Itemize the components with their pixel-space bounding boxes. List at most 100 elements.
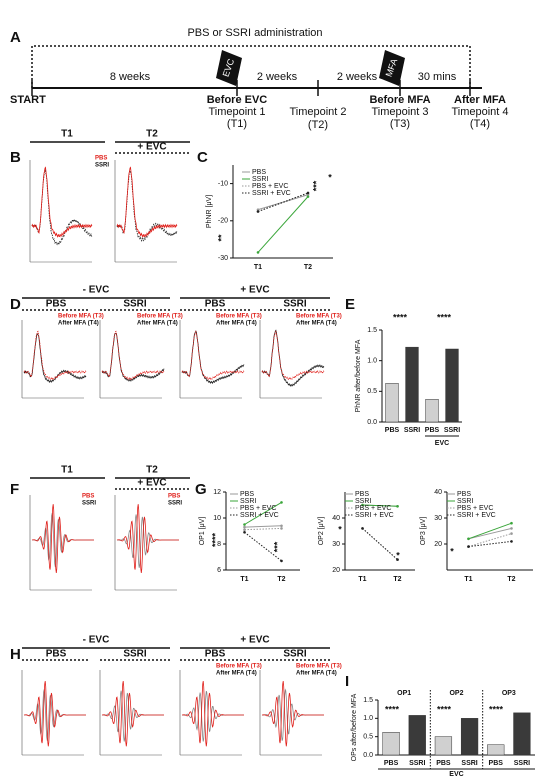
point bbox=[306, 195, 310, 198]
x-axis-label: EVC bbox=[449, 771, 463, 778]
group-label: OP1 bbox=[397, 690, 411, 697]
annotation: **** bbox=[393, 312, 408, 322]
y-tick-label: 0.5 bbox=[363, 734, 373, 741]
legend-label: SSRI + EVC bbox=[252, 190, 291, 197]
x-tick-label: SSRI bbox=[461, 760, 477, 767]
annotation: * bbox=[396, 550, 400, 560]
y-tick-label: 20 bbox=[434, 541, 442, 548]
panel-label: A bbox=[10, 29, 21, 46]
annotation: **** bbox=[437, 312, 452, 322]
legend-label: After MFA (T4) bbox=[216, 671, 257, 677]
series-line bbox=[468, 522, 512, 540]
trace bbox=[116, 504, 179, 573]
x-tick-label: T1 bbox=[254, 264, 262, 271]
bar bbox=[408, 715, 426, 756]
legend-label: After MFA (T4) bbox=[137, 321, 178, 327]
timepoint-label: Before MFA bbox=[369, 94, 430, 106]
trace bbox=[261, 330, 325, 381]
annotation: *** bbox=[272, 541, 282, 552]
point bbox=[243, 531, 246, 534]
legend-label: PBS + EVC bbox=[355, 505, 391, 512]
legend-label: Before MFA (T3) bbox=[58, 314, 104, 320]
y-tick-label: -20 bbox=[218, 218, 228, 225]
y-axis-label: OPs after/before MFA bbox=[351, 693, 358, 761]
panel-f: T1 T2 + EVC PBS SSRI PBS SSRI bbox=[30, 465, 190, 507]
legend-label: PBS bbox=[457, 491, 471, 498]
trace bbox=[101, 330, 165, 381]
series-line bbox=[257, 196, 309, 253]
annotation: * bbox=[338, 524, 342, 534]
x-tick-label: PBS bbox=[385, 427, 400, 434]
timepoint-code: (T1) bbox=[227, 118, 247, 130]
annotation: * bbox=[450, 546, 454, 556]
trace bbox=[182, 680, 244, 747]
column: PBS bbox=[46, 299, 67, 310]
dotted-box bbox=[31, 45, 471, 88]
legend-label: PBS bbox=[95, 156, 107, 162]
timeline: PBS or SSRI administration START 8 weeks… bbox=[10, 27, 509, 131]
legend-label: Before MFA (T3) bbox=[296, 664, 342, 670]
y-axis-label: PhNR [μV] bbox=[206, 195, 213, 228]
point bbox=[361, 503, 364, 507]
y-tick-label: 12 bbox=[213, 489, 221, 496]
legend-label: SSRI bbox=[252, 176, 268, 183]
timepoint-name: Timepoint 4 bbox=[451, 106, 508, 118]
legend-label: SSRI bbox=[82, 501, 96, 507]
start: START bbox=[10, 94, 46, 106]
x-tick-label: PBS bbox=[384, 760, 399, 767]
point bbox=[510, 532, 513, 535]
series-line bbox=[362, 528, 398, 560]
y-tick-label: 1.0 bbox=[367, 358, 377, 365]
bar bbox=[460, 718, 479, 756]
trace bbox=[102, 680, 164, 747]
timepoint-label: After MFA bbox=[454, 94, 506, 106]
treatment: + EVC bbox=[137, 478, 166, 489]
y-tick-label: 40 bbox=[332, 515, 340, 522]
bar bbox=[445, 348, 459, 423]
treatment: + EVC bbox=[137, 142, 166, 153]
timeline-title: PBS or SSRI administration bbox=[187, 27, 322, 39]
legend-label: PBS + EVC bbox=[240, 505, 276, 512]
y-axis-label: OP2 [μV] bbox=[318, 517, 325, 546]
bar bbox=[385, 383, 399, 423]
series-line bbox=[244, 501, 282, 525]
column: SSRI bbox=[283, 649, 307, 660]
point bbox=[306, 191, 310, 195]
panel-label: I bbox=[345, 673, 349, 690]
x-tick-label: SSRI bbox=[409, 760, 425, 767]
x-tick-label: T2 bbox=[507, 576, 515, 583]
x-tick-label: T1 bbox=[464, 576, 472, 583]
legend-label: SSRI + EVC bbox=[240, 512, 279, 519]
x-tick-label: SSRI bbox=[514, 760, 530, 767]
annotation: **** bbox=[437, 704, 452, 714]
annotation: **** bbox=[210, 533, 220, 548]
panel-label: E bbox=[345, 296, 355, 313]
flag bbox=[216, 50, 242, 86]
legend-label: SSRI bbox=[355, 498, 371, 505]
bar bbox=[434, 736, 453, 756]
trace bbox=[24, 680, 86, 747]
y-tick-label: 6 bbox=[217, 567, 221, 574]
panel-label: B bbox=[10, 149, 21, 166]
legend-label: Before MFA (T3) bbox=[216, 314, 262, 320]
duration: 8 weeks bbox=[110, 71, 151, 83]
y-tick-label: -10 bbox=[218, 180, 228, 187]
y-tick-label: 8 bbox=[217, 541, 221, 548]
point bbox=[467, 537, 470, 541]
point bbox=[396, 558, 399, 561]
panel-d: - EVC + EVC PBS SSRI PBS SSRI Before MFA… bbox=[22, 285, 342, 327]
annotation: **** bbox=[489, 704, 504, 714]
x-tick-label: SSRI bbox=[404, 427, 420, 434]
x-tick-label: T2 bbox=[277, 576, 285, 583]
group-label: OP2 bbox=[449, 690, 463, 697]
y-axis-label: OP1 [μV] bbox=[199, 517, 206, 546]
bar bbox=[487, 744, 505, 756]
panel-label: C bbox=[197, 149, 208, 166]
y-tick-label: 30 bbox=[434, 515, 442, 522]
panel-b: T1 T2 + EVC PBS SSRI bbox=[30, 129, 190, 169]
y-tick-label: 10 bbox=[213, 515, 221, 522]
trace bbox=[31, 166, 93, 238]
point bbox=[467, 545, 470, 548]
point bbox=[510, 527, 513, 530]
trace bbox=[101, 690, 164, 742]
